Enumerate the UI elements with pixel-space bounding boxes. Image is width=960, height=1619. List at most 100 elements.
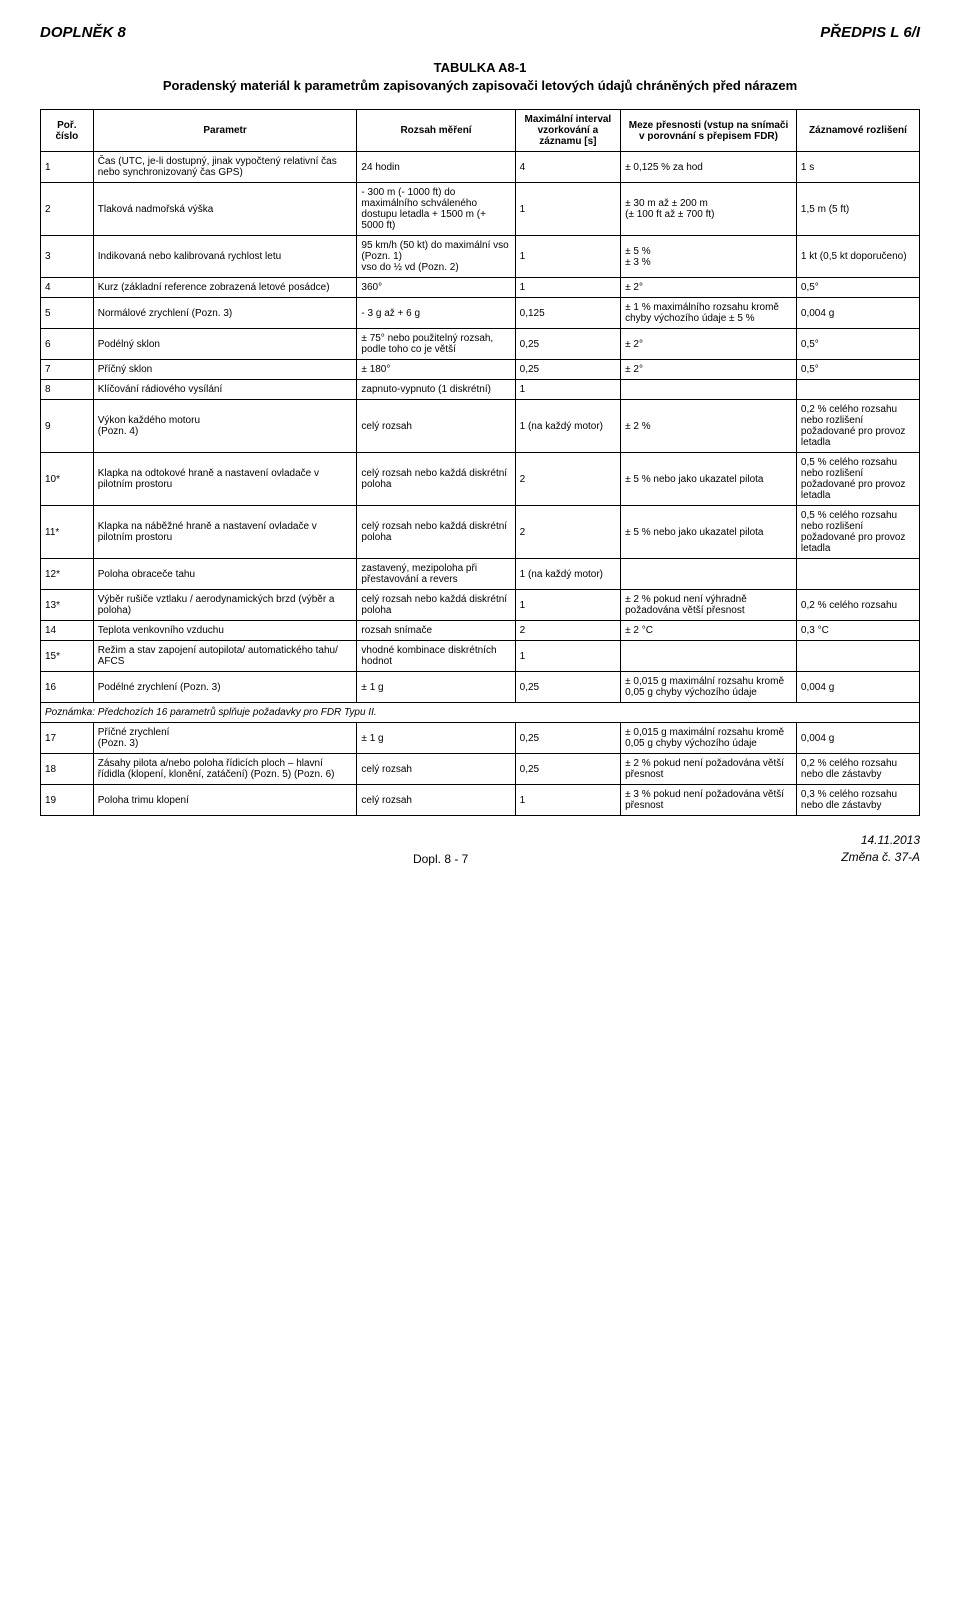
cell-index: 19 bbox=[41, 785, 94, 816]
cell-param: Příčné zrychlení(Pozn. 3) bbox=[93, 723, 357, 754]
cell-param: Výkon každého motoru(Pozn. 4) bbox=[93, 400, 357, 453]
footer-date: 14.11.2013 bbox=[861, 833, 920, 847]
cell-accuracy: ± 2° bbox=[621, 360, 797, 380]
table-row: 12*Poloha obraceče tahuzastavený, mezipo… bbox=[41, 559, 920, 590]
cell-index: 5 bbox=[41, 298, 94, 329]
table-column-header: Záznamové rozlišení bbox=[796, 110, 919, 152]
cell-range: zastavený, mezipoloha při přestavování a… bbox=[357, 559, 515, 590]
cell-accuracy bbox=[621, 641, 797, 672]
cell-accuracy: ± 2 % pokud není požadována větší přesno… bbox=[621, 754, 797, 785]
cell-resolution: 0,5° bbox=[796, 360, 919, 380]
cell-interval: 1 bbox=[515, 590, 620, 621]
cell-index: 6 bbox=[41, 329, 94, 360]
cell-range: - 300 m (- 1000 ft) do maximálního schvá… bbox=[357, 183, 515, 236]
table-row: 1Čas (UTC, je-li dostupný, jinak vypočte… bbox=[41, 152, 920, 183]
cell-range: rozsah snímače bbox=[357, 621, 515, 641]
table-row: 5Normálové zrychlení (Pozn. 3)- 3 g až +… bbox=[41, 298, 920, 329]
cell-param: Klapka na náběžné hraně a nastavení ovla… bbox=[93, 506, 357, 559]
cell-accuracy: ± 2 % bbox=[621, 400, 797, 453]
cell-accuracy: ± 0,015 g maximální rozsahu kromě 0,05 g… bbox=[621, 672, 797, 703]
cell-range: ± 180° bbox=[357, 360, 515, 380]
cell-range: ± 1 g bbox=[357, 723, 515, 754]
cell-index: 11* bbox=[41, 506, 94, 559]
cell-index: 8 bbox=[41, 380, 94, 400]
page-footer: Dopl. 8 - 7 14.11.2013 Změna č. 37-A bbox=[40, 832, 920, 866]
footer-right: 14.11.2013 Změna č. 37-A bbox=[841, 832, 920, 866]
header-right: PŘEDPIS L 6/I bbox=[820, 24, 920, 41]
cell-interval: 1 (na každý motor) bbox=[515, 400, 620, 453]
cell-resolution bbox=[796, 641, 919, 672]
cell-interval: 1 bbox=[515, 641, 620, 672]
cell-resolution: 0,004 g bbox=[796, 298, 919, 329]
cell-interval: 1 bbox=[515, 278, 620, 298]
cell-interval: 2 bbox=[515, 453, 620, 506]
cell-index: 1 bbox=[41, 152, 94, 183]
cell-index: 2 bbox=[41, 183, 94, 236]
cell-range: celý rozsah nebo každá diskrétní poloha bbox=[357, 590, 515, 621]
cell-accuracy: ± 2 % pokud není výhradně požadována vět… bbox=[621, 590, 797, 621]
table-row: 4Kurz (základní reference zobrazená leto… bbox=[41, 278, 920, 298]
cell-param: Normálové zrychlení (Pozn. 3) bbox=[93, 298, 357, 329]
cell-resolution: 1,5 m (5 ft) bbox=[796, 183, 919, 236]
cell-range: ± 75° nebo použitelný rozsah, podle toho… bbox=[357, 329, 515, 360]
cell-index: 9 bbox=[41, 400, 94, 453]
table-row: 7Příčný sklon± 180°0,25± 2°0,5° bbox=[41, 360, 920, 380]
footer-center: Dopl. 8 - 7 bbox=[413, 852, 468, 866]
cell-param: Klíčování rádiového vysílání bbox=[93, 380, 357, 400]
cell-index: 10* bbox=[41, 453, 94, 506]
cell-interval: 1 bbox=[515, 236, 620, 278]
cell-interval: 2 bbox=[515, 621, 620, 641]
cell-interval: 0,25 bbox=[515, 672, 620, 703]
cell-interval: 1 bbox=[515, 380, 620, 400]
cell-resolution: 0,5° bbox=[796, 278, 919, 298]
cell-param: Výběr rušiče vztlaku / aerodynamických b… bbox=[93, 590, 357, 621]
cell-param: Podélný sklon bbox=[93, 329, 357, 360]
table-row: 17Příčné zrychlení(Pozn. 3)± 1 g0,25± 0,… bbox=[41, 723, 920, 754]
cell-range: celý rozsah bbox=[357, 754, 515, 785]
table-column-header: Poř. číslo bbox=[41, 110, 94, 152]
cell-resolution: 0,004 g bbox=[796, 723, 919, 754]
cell-resolution: 0,5° bbox=[796, 329, 919, 360]
cell-accuracy: ± 0,125 % za hod bbox=[621, 152, 797, 183]
parameters-table: Poř. čísloParametrRozsah měřeníMaximální… bbox=[40, 109, 920, 816]
cell-param: Podélné zrychlení (Pozn. 3) bbox=[93, 672, 357, 703]
cell-accuracy: ± 5 %± 3 % bbox=[621, 236, 797, 278]
cell-accuracy: ± 0,015 g maximální rozsahu kromě 0,05 g… bbox=[621, 723, 797, 754]
cell-param: Zásahy pilota a/nebo poloha řídicích plo… bbox=[93, 754, 357, 785]
table-row: 19Poloha trimu klopenícelý rozsah1± 3 % … bbox=[41, 785, 920, 816]
cell-range: celý rozsah bbox=[357, 400, 515, 453]
cell-index: 16 bbox=[41, 672, 94, 703]
cell-interval: 0,125 bbox=[515, 298, 620, 329]
cell-param: Čas (UTC, je-li dostupný, jinak vypočten… bbox=[93, 152, 357, 183]
cell-param: Indikovaná nebo kalibrovaná rychlost let… bbox=[93, 236, 357, 278]
cell-range: celý rozsah bbox=[357, 785, 515, 816]
cell-accuracy: ± 2 °C bbox=[621, 621, 797, 641]
cell-index: 4 bbox=[41, 278, 94, 298]
table-column-header: Maximální interval vzorkování a záznamu … bbox=[515, 110, 620, 152]
cell-range: 95 km/h (50 kt) do maximální vso (Pozn. … bbox=[357, 236, 515, 278]
cell-accuracy: ± 2° bbox=[621, 278, 797, 298]
table-row: 9Výkon každého motoru(Pozn. 4)celý rozsa… bbox=[41, 400, 920, 453]
cell-param: Kurz (základní reference zobrazená letov… bbox=[93, 278, 357, 298]
cell-interval: 0,25 bbox=[515, 329, 620, 360]
cell-range: vhodné kombinace diskrétních hodnot bbox=[357, 641, 515, 672]
cell-interval: 4 bbox=[515, 152, 620, 183]
table-column-header: Meze přesnosti (vstup na snímači v porov… bbox=[621, 110, 797, 152]
cell-param: Příčný sklon bbox=[93, 360, 357, 380]
cell-resolution: 0,5 % celého rozsahu nebo rozlišení poža… bbox=[796, 453, 919, 506]
table-row: 13*Výběr rušiče vztlaku / aerodynamickýc… bbox=[41, 590, 920, 621]
table-row: 11*Klapka na náběžné hraně a nastavení o… bbox=[41, 506, 920, 559]
cell-resolution: 0,2 % celého rozsahu nebo dle zástavby bbox=[796, 754, 919, 785]
cell-interval: 0,25 bbox=[515, 754, 620, 785]
title-line1: TABULKA A8-1 bbox=[40, 59, 920, 77]
cell-range: 24 hodin bbox=[357, 152, 515, 183]
cell-index: 12* bbox=[41, 559, 94, 590]
cell-index: 13* bbox=[41, 590, 94, 621]
cell-index: 18 bbox=[41, 754, 94, 785]
cell-resolution: 1 kt (0,5 kt doporučeno) bbox=[796, 236, 919, 278]
cell-index: 7 bbox=[41, 360, 94, 380]
cell-index: 17 bbox=[41, 723, 94, 754]
cell-param: Tlaková nadmořská výška bbox=[93, 183, 357, 236]
cell-accuracy: ± 1 % maximálního rozsahu kromě chyby vý… bbox=[621, 298, 797, 329]
cell-param: Režim a stav zapojení autopilota/ automa… bbox=[93, 641, 357, 672]
